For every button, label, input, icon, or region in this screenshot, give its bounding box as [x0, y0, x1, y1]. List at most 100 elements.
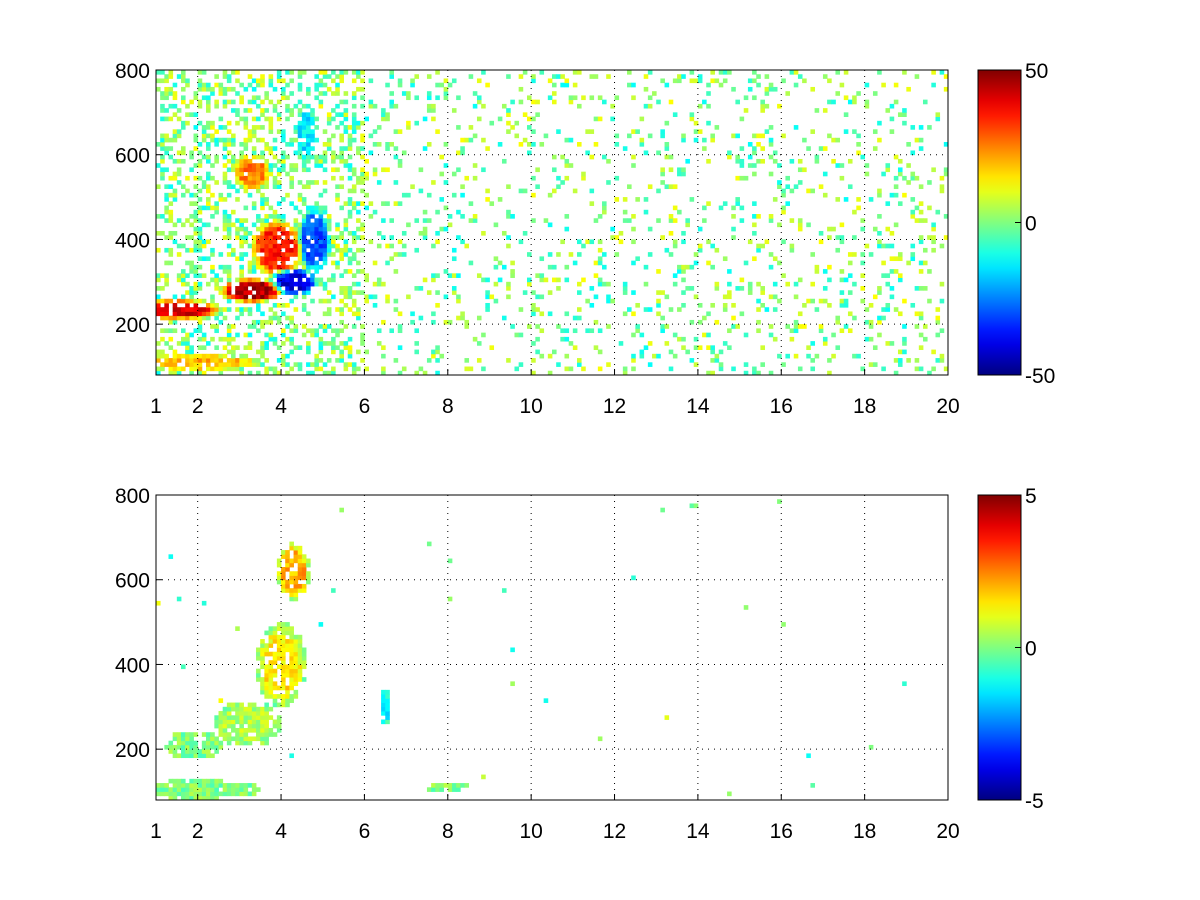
heatmap-cell: [668, 230, 674, 236]
heatmap-cell: [431, 243, 436, 249]
heatmap-cell: [331, 277, 336, 283]
heatmap-cell: [306, 116, 311, 122]
heatmap-cell: [260, 201, 265, 206]
heatmap-cell: [197, 264, 203, 270]
heatmap-cell: [172, 158, 178, 164]
heatmap-cell: [668, 154, 674, 160]
heatmap-cell: [381, 112, 386, 117]
heatmap-cell: [168, 175, 174, 181]
heatmap-cell: [910, 150, 916, 156]
heatmap-cell: [297, 345, 303, 350]
heatmap-cell: [331, 91, 336, 96]
heatmap-cell: [347, 214, 353, 219]
heatmap-cell: [589, 286, 595, 291]
heatmap-cell: [251, 247, 257, 253]
heatmap-cell: [197, 256, 203, 262]
heatmap-cell: [197, 142, 203, 147]
heatmap-cell: [235, 91, 240, 96]
heatmap-cell: [168, 787, 174, 792]
heatmap-cell: [322, 167, 328, 173]
heatmap-cell: [860, 298, 866, 304]
heatmap-cell: [289, 239, 294, 245]
heatmap-cell: [297, 133, 303, 139]
heatmap-cell: [301, 116, 307, 122]
heatmap-cell: [827, 133, 832, 139]
heatmap-cell: [702, 315, 707, 321]
heatmap-cell: [435, 783, 440, 788]
heatmap-cell: [672, 218, 678, 223]
heatmap-cell: [476, 315, 482, 321]
heatmap-cell: [218, 125, 224, 130]
heatmap-cell: [176, 736, 182, 742]
heatmap-cell: [193, 269, 199, 274]
heatmap-cell: [206, 744, 211, 750]
heatmap-cell: [631, 332, 636, 338]
heatmap-cell: [556, 324, 561, 329]
heatmap-cell: [347, 247, 353, 253]
heatmap-cell: [768, 332, 774, 338]
heatmap-cell: [251, 99, 257, 105]
heatmap-cell: [160, 146, 165, 151]
heatmap-cell: [577, 103, 582, 109]
top-x-ticks: 1 2 4 6 8 10 12 14 16 18 20: [150, 369, 960, 418]
heatmap-cell: [301, 647, 307, 653]
heatmap-cell: [268, 727, 274, 733]
y-tick-label: 800: [115, 60, 150, 83]
heatmap-cell: [531, 99, 536, 105]
heatmap-cell: [331, 150, 336, 156]
heatmap-cell: [810, 341, 816, 346]
heatmap-cell: [810, 366, 816, 372]
heatmap-cell: [181, 95, 186, 101]
heatmap-cell: [185, 298, 190, 304]
heatmap-cell: [206, 366, 211, 372]
heatmap-cell: [256, 677, 261, 682]
heatmap-cell: [722, 307, 728, 312]
heatmap-cell: [247, 362, 253, 367]
heatmap-cell: [176, 133, 182, 139]
heatmap-cell: [635, 197, 640, 202]
heatmap-cell: [210, 302, 215, 308]
heatmap-cell: [260, 125, 265, 130]
heatmap-cell: [314, 332, 319, 338]
heatmap-cell: [718, 349, 724, 355]
heatmap-cell: [860, 273, 866, 278]
heatmap-cell: [385, 298, 390, 304]
heatmap-cell: [210, 791, 215, 797]
heatmap-cell: [306, 222, 311, 228]
heatmap-cell: [239, 358, 244, 363]
heatmap-cell: [318, 281, 324, 287]
heatmap-cell: [589, 239, 595, 245]
heatmap-cell: [172, 787, 178, 792]
heatmap-cell: [206, 239, 211, 245]
heatmap-cell: [902, 112, 907, 117]
heatmap-cell: [747, 163, 753, 168]
heatmap-cell: [201, 133, 207, 139]
heatmap-cell: [301, 324, 307, 329]
heatmap-cell: [835, 315, 841, 321]
heatmap-cell: [172, 749, 178, 754]
heatmap-cell: [289, 70, 294, 75]
heatmap-cell: [281, 643, 286, 648]
heatmap-cell: [393, 146, 399, 151]
heatmap-cell: [176, 787, 182, 792]
heatmap-cell: [435, 290, 440, 295]
x-tick-label: 14: [686, 820, 710, 843]
heatmap-cell: [206, 146, 211, 151]
heatmap-cell: [185, 336, 190, 342]
heatmap-cell: [681, 171, 686, 177]
heatmap-cell: [185, 82, 190, 88]
heatmap-cell: [218, 319, 224, 325]
heatmap-cell: [397, 129, 403, 134]
heatmap-cell: [856, 205, 861, 211]
heatmap-cell: [272, 180, 278, 185]
heatmap-cell: [881, 307, 886, 312]
heatmap-cell: [247, 727, 253, 733]
heatmap-cell: [456, 298, 461, 304]
heatmap-cell: [206, 732, 211, 737]
heatmap-cell: [289, 230, 294, 236]
heatmap-cell: [872, 226, 878, 232]
heatmap-cell: [568, 99, 574, 105]
heatmap-cell: [318, 256, 324, 262]
heatmap-cell: [206, 749, 211, 754]
heatmap-cell: [510, 260, 515, 266]
